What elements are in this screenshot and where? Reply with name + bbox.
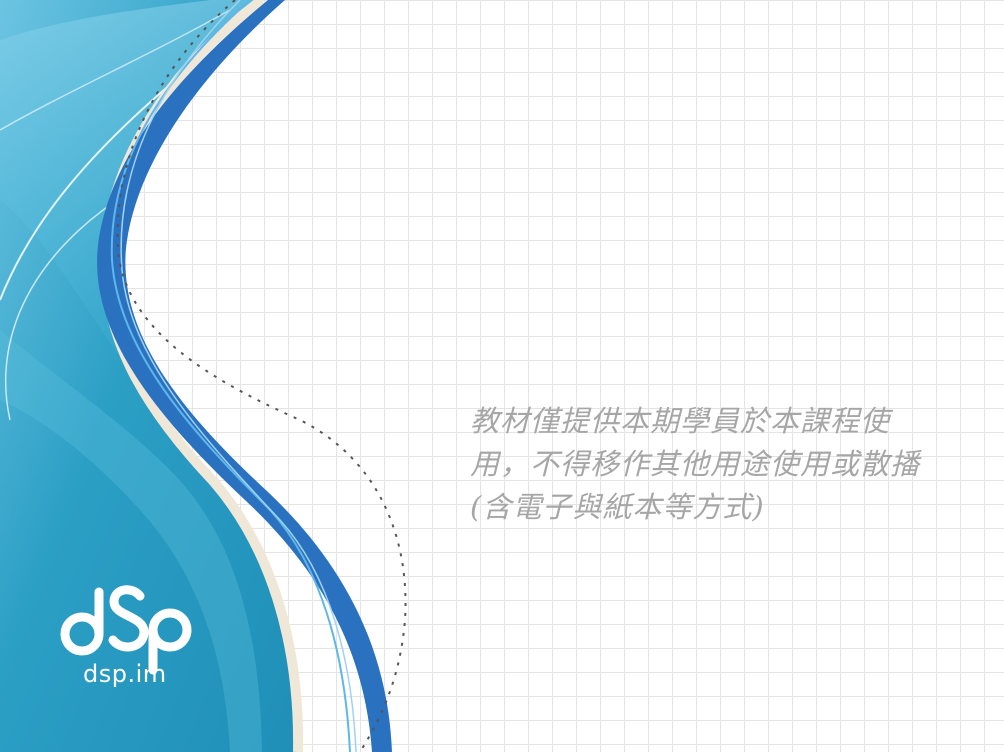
usage-notice-line-3: (含電子與紙本等方式) bbox=[470, 490, 765, 524]
usage-notice-line-2: 用，不得移作其他用途使用或散播 bbox=[470, 447, 921, 481]
usage-notice: 教材僅提供本期學員於本課程使 用，不得移作其他用途使用或散播 (含電子與紙本等方… bbox=[470, 400, 990, 529]
usage-notice-line-1: 教材僅提供本期學員於本課程使 bbox=[470, 404, 891, 438]
logo-text: dsp.im bbox=[83, 660, 167, 688]
dsp-logo-icon bbox=[60, 585, 192, 675]
